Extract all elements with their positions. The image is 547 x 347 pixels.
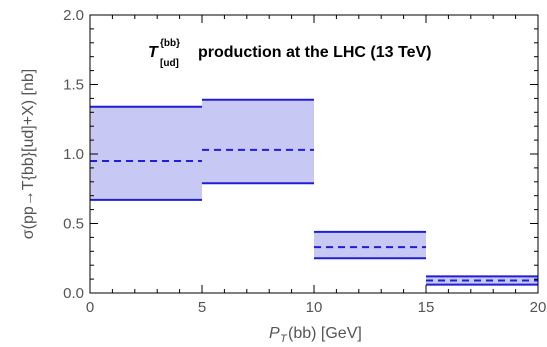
uncertainty-band-2	[314, 231, 426, 259]
bands-layer	[90, 98, 538, 286]
y-tick-label: 2.0	[63, 7, 84, 24]
uncertainty-band-3	[426, 276, 538, 285]
uncertainty-band-1	[202, 99, 314, 184]
x-tick-label: 10	[306, 299, 323, 316]
plot-frame	[89, 14, 539, 294]
y-axis-label: σ(pp→T{bb}[ud]+X) [nb]	[20, 69, 37, 239]
title-text: production at the LHC (13 TeV)	[198, 44, 431, 61]
x-axis-label: P T (bb) [GeV]	[269, 325, 362, 345]
x-label-symbol: P	[269, 325, 280, 342]
x-tick-label: 15	[418, 299, 435, 316]
chart-title: T {bb} [ud] production at the LHC (13 Te…	[148, 38, 431, 69]
y-tick-label: 1.5	[63, 77, 84, 94]
x-tick-label: 20	[530, 299, 547, 316]
title-symbol: T	[148, 44, 159, 61]
y-tick-label: 1.0	[63, 146, 84, 163]
title-superscript: {bb}	[160, 38, 180, 49]
y-tick-label: 0.5	[63, 216, 84, 233]
x-tick-label: 5	[198, 299, 206, 316]
x-label-text: (bb) [GeV]	[288, 325, 362, 342]
title-subscript: [ud]	[160, 58, 179, 69]
x-label-subscript: T	[280, 333, 288, 345]
uncertainty-band-0	[90, 106, 202, 200]
x-tick-label: 0	[86, 299, 94, 316]
y-tick-label: 0.0	[63, 285, 84, 302]
